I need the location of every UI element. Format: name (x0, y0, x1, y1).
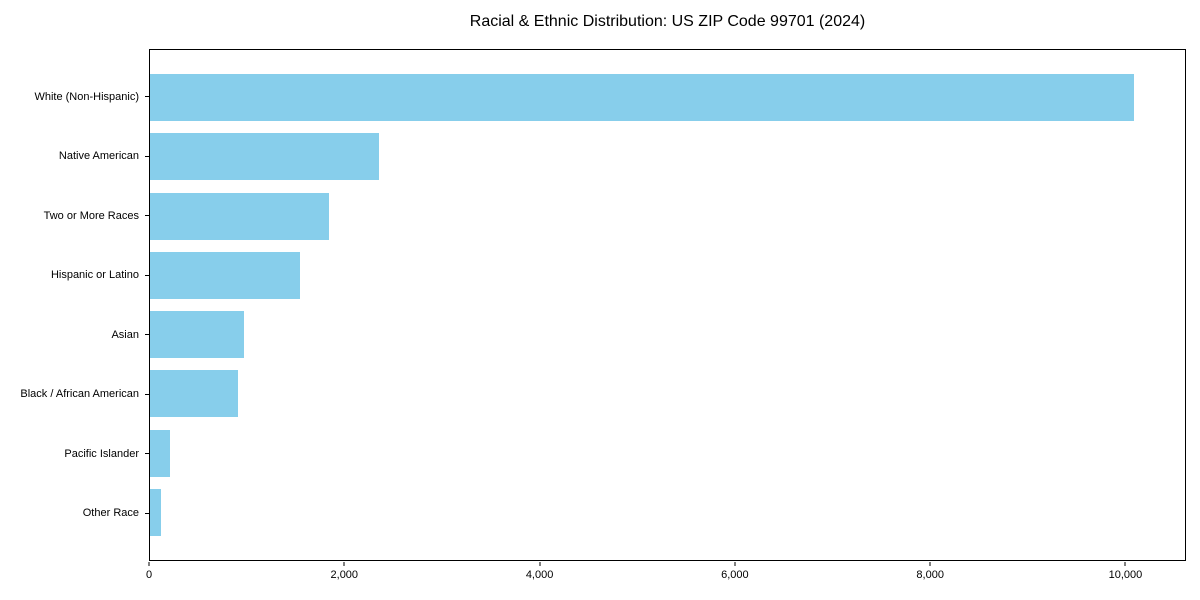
plot-area (149, 49, 1186, 561)
bar-row (150, 187, 1185, 246)
x-tick-label-2000: 2,000 (330, 569, 359, 581)
y-tick-row: Black / African American (0, 365, 149, 425)
x-tick-label-4000: 4,000 (525, 569, 554, 581)
y-tick-row: Native American (0, 127, 149, 187)
bar-row (150, 246, 1185, 305)
y-tick-row: White (Non-Hispanic) (0, 67, 149, 127)
y-tick-mark (145, 393, 149, 395)
bar-pacific-islander (150, 429, 170, 477)
y-tick-label-native-american: Native American (58, 150, 139, 163)
y-tick-mark (145, 96, 149, 98)
x-tick-mark (343, 562, 345, 566)
y-tick-row: Other Race (0, 484, 149, 544)
x-tick-mark (734, 562, 736, 566)
y-tick-label-other-race: Other Race (82, 507, 139, 520)
y-tick-mark (145, 155, 149, 157)
bar-white-non-hispanic (150, 74, 1135, 122)
bar-native-american (150, 133, 380, 181)
y-tick-row: Pacific Islander (0, 424, 149, 484)
bar-hispanic-or-latino (150, 251, 301, 299)
bar-row (150, 68, 1185, 127)
y-tick-label-two-or-more-races: Two or More Races (43, 209, 139, 222)
x-tick-label-10000: 10,000 (1108, 569, 1143, 581)
bar-other-race (150, 488, 162, 536)
y-tick-label-white-non-hispanic: White (Non-Hispanic) (34, 90, 139, 103)
y-tick-mark (145, 453, 149, 455)
x-tick-mark (1124, 562, 1126, 566)
x-tick-mark (539, 562, 541, 566)
bar-asian (150, 311, 245, 359)
y-tick-mark (145, 512, 149, 514)
bar-row (150, 127, 1185, 186)
x-tick-label-6000: 6,000 (721, 569, 749, 581)
x-axis: 0 2,000 4,000 6,000 8,000 10,000 (145, 562, 1186, 594)
y-tick-mark (145, 215, 149, 217)
y-tick-label-asian: Asian (111, 328, 139, 341)
chart-title: Racial & Ethnic Distribution: US ZIP Cod… (469, 13, 866, 30)
y-tick-label-black-african-american: Black / African American (20, 388, 139, 401)
bar-black-african-american (150, 370, 239, 418)
x-tick-label-0: 0 (145, 569, 153, 581)
y-tick-row: Hispanic or Latino (0, 246, 149, 306)
y-tick-label-pacific-islander: Pacific Islander (64, 447, 139, 460)
x-tick-label-8000: 8,000 (916, 569, 944, 581)
bar-two-or-more-races (150, 192, 330, 240)
bar-row (150, 305, 1185, 364)
bar-row (150, 483, 1185, 542)
bar-row (150, 364, 1185, 423)
y-tick-mark (145, 334, 149, 336)
x-tick-mark (929, 562, 931, 566)
bar-row (150, 424, 1185, 483)
x-tick-mark (148, 562, 150, 566)
y-tick-row: Asian (0, 305, 149, 365)
y-tick-row: Two or More Races (0, 186, 149, 246)
y-tick-mark (145, 274, 149, 276)
y-tick-label-hispanic-or-latino: Hispanic or Latino (50, 269, 139, 282)
y-axis: White (Non-Hispanic) Native American Two o… (0, 49, 149, 561)
